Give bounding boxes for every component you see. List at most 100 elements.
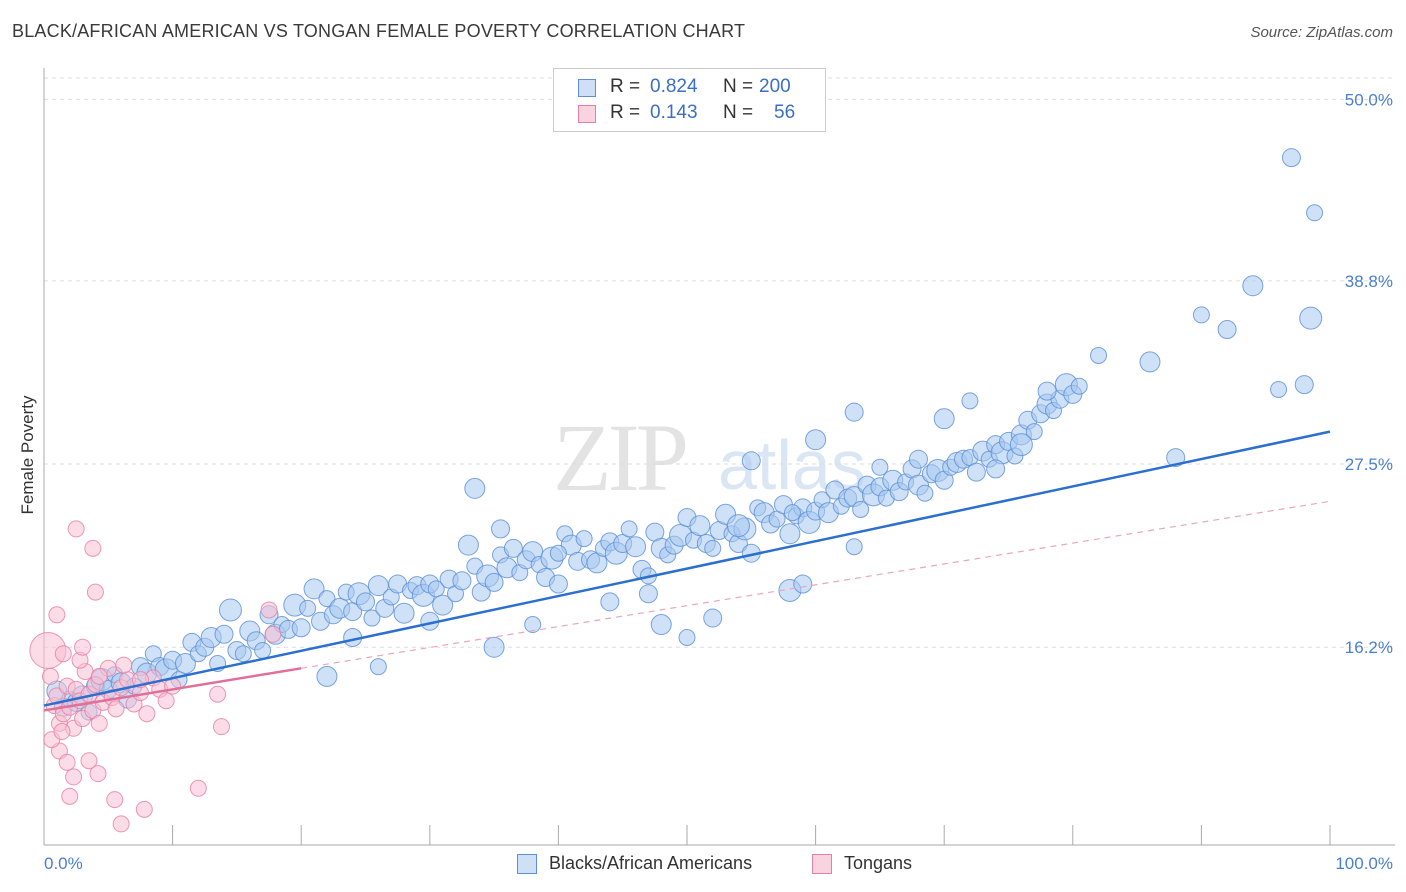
series-blacks-points [46, 148, 1324, 721]
blacks-point [625, 536, 647, 558]
tongans-point [61, 787, 79, 805]
chart-source: Source: ZipAtlas.com [1250, 24, 1393, 41]
blacks-point [316, 665, 338, 687]
chart-title: BLACK/AFRICAN AMERICAN VS TONGAN FEMALE … [12, 21, 746, 41]
tongans-point [157, 692, 175, 710]
blacks-point [1070, 377, 1088, 395]
blacks-point [1217, 320, 1237, 340]
tongans-point [115, 656, 133, 674]
tongans-point [80, 752, 98, 770]
blacks-trend-line [43, 430, 1331, 707]
blacks-point [303, 578, 325, 600]
blacks-point [805, 429, 827, 451]
legend-r-label: R = [610, 102, 641, 123]
bottom-legend-label-tongans: Tongans [844, 853, 913, 873]
blacks-point [1294, 375, 1314, 395]
tongans-point [89, 765, 107, 783]
tongans-point [138, 705, 156, 723]
bottom-legend-label-blacks: Blacks/African Americans [549, 853, 753, 873]
y-tick-label: 27.5% [1345, 455, 1393, 474]
tongans-point [41, 667, 59, 685]
y-axis-title: Female Poverty [18, 395, 37, 515]
tongans-point [264, 625, 282, 643]
blacks-point [549, 544, 567, 562]
blacks-point [871, 458, 889, 476]
tongans-trend-line [43, 667, 302, 712]
blacks-point [457, 534, 479, 556]
blacks-point [783, 504, 801, 522]
blacks-point [908, 449, 928, 469]
blacks-point [491, 519, 511, 539]
blacks-point [1166, 448, 1186, 468]
tongans-point [53, 723, 71, 741]
blacks-point [483, 636, 505, 658]
blacks-point [369, 658, 387, 676]
blacks-point [1306, 204, 1324, 222]
tongans-point [74, 638, 92, 656]
blacks-point [845, 538, 863, 556]
y-tick-label: 16.2% [1345, 638, 1393, 657]
correlation-legend: R = 0.824 N = 200 R = 0.143 N = 56 [553, 68, 826, 132]
y-tick-label: 50.0% [1345, 90, 1393, 109]
tongans-point [112, 815, 130, 833]
legend-n-label: N = [723, 102, 754, 123]
tongans-point [107, 700, 125, 718]
tongans-point [260, 601, 278, 619]
tongans-point [209, 685, 227, 703]
blacks-point [741, 451, 761, 471]
blacks-point [234, 645, 252, 663]
blacks-point [1281, 148, 1301, 168]
watermark-zip: ZIP [553, 404, 689, 511]
blacks-point [852, 500, 870, 518]
blacks-point [986, 459, 1006, 479]
blacks-point [503, 538, 523, 558]
blacks-point [726, 514, 750, 538]
blacks-point [703, 608, 723, 628]
blacks-point [464, 477, 486, 499]
tongans-point [86, 583, 104, 601]
tongans-point [135, 800, 153, 818]
legend-r-value: 0.143 [650, 102, 698, 123]
legend-swatch-tongans [578, 105, 596, 123]
legend-n-value: 56 [774, 102, 796, 123]
tongans-point [65, 768, 83, 786]
blacks-point [844, 402, 864, 422]
tongans-point [84, 539, 102, 557]
tongans-point [54, 645, 72, 663]
blacks-point [214, 624, 234, 644]
tongans-point [90, 667, 108, 685]
tongans-point [212, 718, 230, 736]
blacks-point [916, 484, 934, 502]
blacks-point [363, 609, 381, 627]
blacks-point [1242, 275, 1264, 297]
tongans-point [189, 779, 207, 797]
blacks-point [650, 614, 672, 636]
tongans-point [48, 606, 66, 624]
blacks-point [356, 592, 375, 612]
blacks-point [779, 523, 801, 545]
axes [43, 68, 1395, 846]
blacks-point [1270, 380, 1288, 398]
tongans-point [67, 520, 85, 538]
blacks-point [1299, 306, 1323, 330]
tongans-point [90, 714, 108, 732]
blacks-point [524, 616, 542, 634]
legend-n-label: N = [723, 76, 754, 97]
blacks-point [432, 594, 454, 616]
blacks-point [933, 408, 955, 430]
blacks-point [966, 462, 986, 482]
tongans-point [106, 791, 124, 809]
blacks-point [1009, 433, 1033, 457]
blacks-point [1090, 346, 1108, 364]
blacks-point [793, 574, 813, 594]
y-tick-label: 38.8% [1345, 272, 1393, 291]
x-tick-label-max: 100.0% [1335, 854, 1393, 873]
bottom-legend-swatch-blacks [517, 854, 537, 874]
legend-swatch-blacks [578, 79, 596, 97]
tongans-point [58, 753, 76, 771]
blacks-point [1037, 381, 1057, 401]
blacks-point [1025, 423, 1043, 441]
blacks-point [638, 584, 658, 604]
bottom-legend-swatch-tongans [812, 854, 832, 874]
